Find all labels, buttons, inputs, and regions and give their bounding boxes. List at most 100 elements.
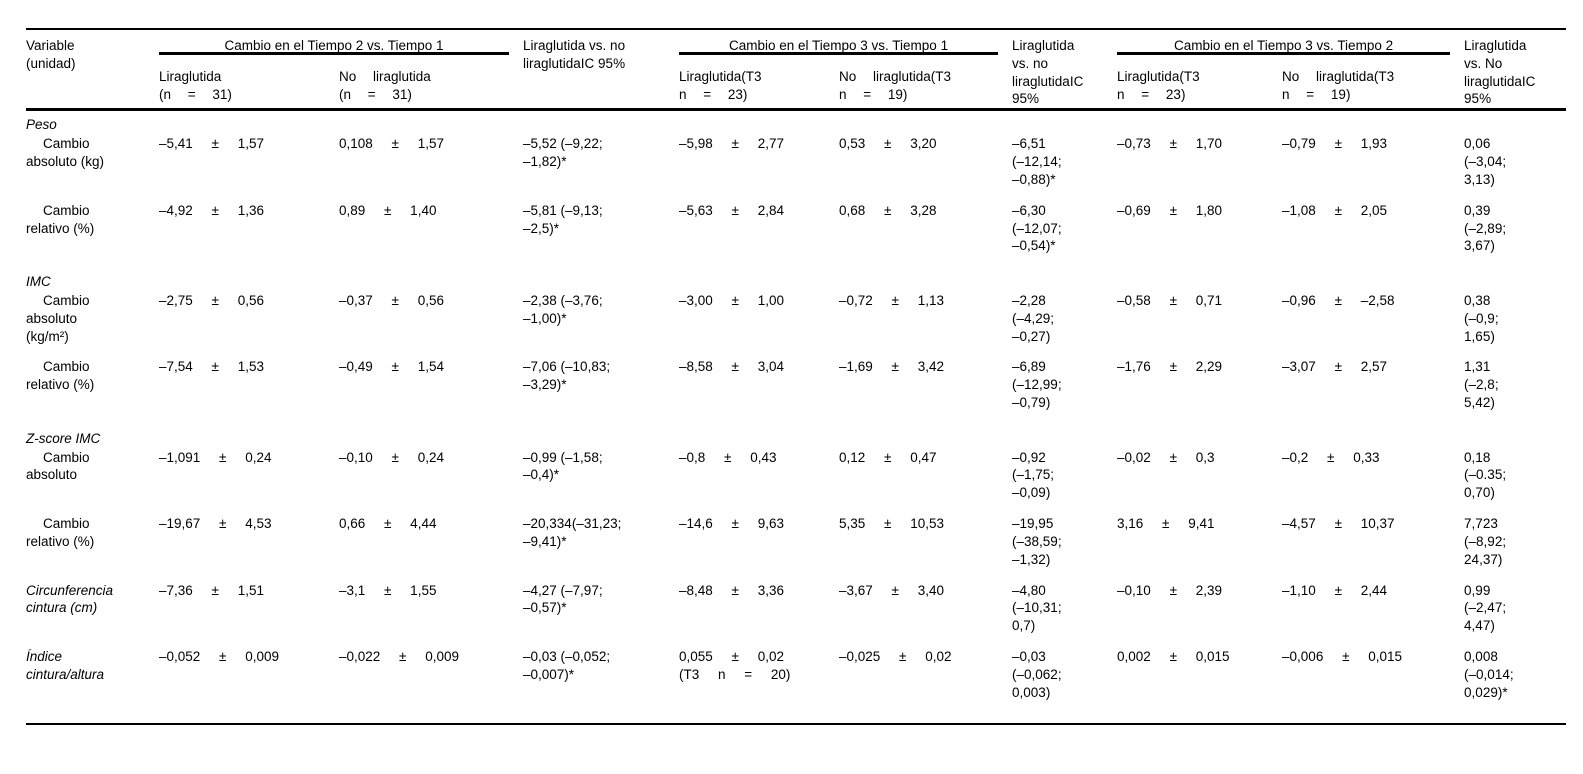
- value-cell: –0,052 ± 0,009: [159, 648, 279, 664]
- value-cell: –1,091 ± 0,24: [159, 449, 272, 465]
- value-cell: 3,16 ± 9,41: [1117, 516, 1215, 532]
- ic-cell: –6,89 (–12,99; –0,79): [1012, 359, 1062, 410]
- value-cell: 0,89 ± 1,40: [339, 202, 437, 218]
- value-cell: –1,08 ± 2,05: [1282, 202, 1387, 218]
- value-cell: –0,025 ± 0,02: [839, 648, 952, 664]
- value-cell: –3,07 ± 2,57: [1282, 359, 1387, 375]
- table-row-peso-cambio-relativo: Cambio relativo (%) –4,92 ± 1,36 0,89 ± …: [26, 202, 1566, 268]
- value-cell: 0,53 ± 3,20: [839, 136, 937, 152]
- value-cell: –0,006 ± 0,015: [1282, 648, 1403, 664]
- header-row-subcolumns: Liraglutida (n = 31) No liraglutida (n =…: [26, 55, 1566, 110]
- value-cell: –5,98 ± 2,77: [679, 136, 784, 152]
- ic-cell: –0,03 (–0,062; 0,003): [1012, 648, 1062, 700]
- ic-cell: –5,81 (–9,13; –2,5)*: [523, 202, 603, 236]
- table-row-circunferencia-cintura: Circunferencia cintura (cm) –7,36 ± 1,51…: [26, 582, 1566, 648]
- column-header-ic95-t3t1: Liraglutida vs. no liraglutidaIC 95%: [1012, 38, 1084, 107]
- value-cell: 0,108 ± 1,57: [339, 136, 444, 152]
- value-cell: –0,58 ± 0,71: [1117, 292, 1222, 308]
- value-cell: –0,10 ± 0,24: [339, 449, 444, 465]
- value-cell: –5,63 ± 2,84: [679, 202, 784, 218]
- row-label: Cambio relativo (%): [26, 202, 95, 236]
- table-header: Variable (unidad) Cambio en el Tiempo 2 …: [26, 29, 1567, 110]
- value-cell: –8,58 ± 3,04: [679, 359, 784, 375]
- subcolumn-header-no-liraglutida-t3-n19-a: No liraglutida(T3 n = 19): [839, 68, 952, 102]
- value-cell: –1,69 ± 3,42: [839, 359, 944, 375]
- row-label: Índice cintura/altura: [26, 648, 105, 682]
- group-header-t3-vs-t2: Cambio en el Tiempo 3 vs. Tiempo 2: [1117, 29, 1464, 55]
- row-label: Circunferencia cintura (cm): [26, 582, 114, 616]
- row-label: Cambio absoluto (kg): [26, 136, 105, 170]
- column-header-variable: Variable (unidad): [26, 38, 76, 71]
- ic-cell: –19,95 (–38,59; –1,32): [1012, 516, 1062, 567]
- subcolumn-header-liraglutida-t3-n23-a: Liraglutida(T3 n = 23): [679, 68, 762, 102]
- ic-cell: –0,99 (–1,58; –0,4)*: [523, 449, 603, 483]
- value-cell: –0,022 ± 0,009: [339, 648, 459, 664]
- ic-cell: –4,80 (–10,31; 0,7): [1012, 582, 1062, 634]
- ic-cell: –4,27 (–7,97; –0,57)*: [523, 582, 603, 616]
- value-cell: –4,57 ± 10,37: [1282, 516, 1395, 532]
- value-cell: –19,67 ± 4,53: [159, 516, 272, 532]
- ic-cell: –2,28 (–4,29; –0,27): [1012, 292, 1055, 344]
- ic-cell: –5,52 (–9,22; –1,82)*: [523, 136, 603, 170]
- value-cell: –0,8 ± 0,43: [679, 449, 777, 465]
- ic-cell: 7,723 (–8,92; 24,37): [1464, 516, 1507, 567]
- section-label: Z-score IMC: [26, 430, 101, 446]
- section-row-zscore-imc: Z-score IMC: [26, 425, 1566, 449]
- ic-cell: 0,18 (–0.35; 0,70): [1464, 449, 1507, 501]
- group-header-t3-vs-t1: Cambio en el Tiempo 3 vs. Tiempo 1: [679, 29, 1012, 55]
- column-header-ic95-t2t1: Liraglutida vs. no liraglutidaIC 95%: [523, 38, 626, 71]
- header-row-groups: Variable (unidad) Cambio en el Tiempo 2 …: [26, 29, 1566, 106]
- ic-cell: 0,008 (–0,014; 0,029)*: [1464, 648, 1514, 700]
- ic-cell: –6,30 (–12,07; –0,54)*: [1012, 202, 1062, 254]
- section-label: Peso: [26, 117, 57, 133]
- ic-cell: 1,31 (–2,8; 5,42): [1464, 359, 1499, 410]
- row-label: Cambio relativo (%): [26, 359, 95, 393]
- value-cell: 0,055 ± 0,02 (T3 n = 20): [679, 648, 791, 682]
- value-cell: –3,1 ± 1,55: [339, 582, 437, 598]
- value-cell: 0,12 ± 0,47: [839, 449, 937, 465]
- value-cell: –7,54 ± 1,53: [159, 359, 264, 375]
- value-cell: –0,96 ± –2,58: [1282, 292, 1395, 308]
- subcolumn-header-no-liraglutida-n31: No liraglutida (n = 31): [339, 68, 431, 102]
- ic-cell: 0,99 (–2,47; 4,47): [1464, 582, 1507, 634]
- section-label: IMC: [26, 274, 51, 290]
- ic-cell: 0,06 (–3,04; 3,13): [1464, 136, 1507, 187]
- table-row-peso-cambio-absoluto: Cambio absoluto (kg) –5,41 ± 1,57 0,108 …: [26, 135, 1566, 201]
- value-cell: –8,48 ± 3,36: [679, 582, 784, 598]
- column-header-ic95-t3t2: Liraglutida vs. No liraglutidaIC 95%: [1464, 38, 1536, 107]
- value-cell: 0,002 ± 0,015: [1117, 648, 1230, 664]
- subcolumn-header-liraglutida-n31: Liraglutida (n = 31): [159, 68, 232, 102]
- subcolumn-header-no-liraglutida-t3-n19-b: No liraglutida(T3 n = 19): [1282, 68, 1395, 102]
- value-cell: –0,49 ± 1,54: [339, 359, 444, 375]
- table-row-zscore-cambio-absoluto: Cambio absoluto –1,091 ± 0,24 –0,10 ± 0,…: [26, 449, 1566, 515]
- value-cell: 5,35 ± 10,53: [839, 516, 944, 532]
- table-body: Peso Cambio absoluto (kg) –5,41 ± 1,57 0…: [26, 110, 1566, 724]
- ic-cell: –0,92 (–1,75; –0,09): [1012, 449, 1055, 501]
- value-cell: –4,92 ± 1,36: [159, 202, 264, 218]
- row-label: Cambio relativo (%): [26, 516, 95, 549]
- value-cell: –1,10 ± 2,44: [1282, 582, 1387, 598]
- table-row-imc-cambio-relativo: Cambio relativo (%) –7,54 ± 1,53 –0,49 ±…: [26, 358, 1566, 424]
- ic-cell: –6,51 (–12,14; –0,88)*: [1012, 136, 1062, 187]
- section-row-imc: IMC: [26, 268, 1566, 292]
- value-cell: –3,67 ± 3,40: [839, 582, 944, 598]
- ic-cell: 0,38 (–0,9; 1,65): [1464, 292, 1499, 344]
- section-row-peso: Peso: [26, 110, 1566, 135]
- value-cell: –3,00 ± 1,00: [679, 292, 784, 308]
- paper-page: Variable (unidad) Cambio en el Tiempo 2 …: [26, 28, 1567, 726]
- value-cell: –14,6 ± 9,63: [679, 516, 784, 532]
- results-table: Variable (unidad) Cambio en el Tiempo 2 …: [26, 28, 1567, 726]
- table-row-imc-cambio-absoluto: Cambio absoluto (kg/m²) –2,75 ± 0,56 –0,…: [26, 292, 1566, 358]
- row-label: Cambio absoluto (kg/m²): [26, 292, 90, 344]
- value-cell: 0,66 ± 4,44: [339, 516, 437, 532]
- value-cell: –0,10 ± 2,39: [1117, 582, 1222, 598]
- value-cell: –7,36 ± 1,51: [159, 582, 264, 598]
- value-cell: –0,2 ± 0,33: [1282, 449, 1380, 465]
- value-cell: –0,72 ± 1,13: [839, 292, 944, 308]
- ic-cell: –2,38 (–3,76; –1,00)*: [523, 292, 603, 326]
- value-cell: –2,75 ± 0,56: [159, 292, 264, 308]
- value-cell: –0,73 ± 1,70: [1117, 136, 1222, 152]
- subcolumn-header-liraglutida-t3-n23-b: Liraglutida(T3 n = 23): [1117, 68, 1200, 102]
- value-cell: –0,69 ± 1,80: [1117, 202, 1222, 218]
- row-label: Cambio absoluto: [26, 449, 90, 483]
